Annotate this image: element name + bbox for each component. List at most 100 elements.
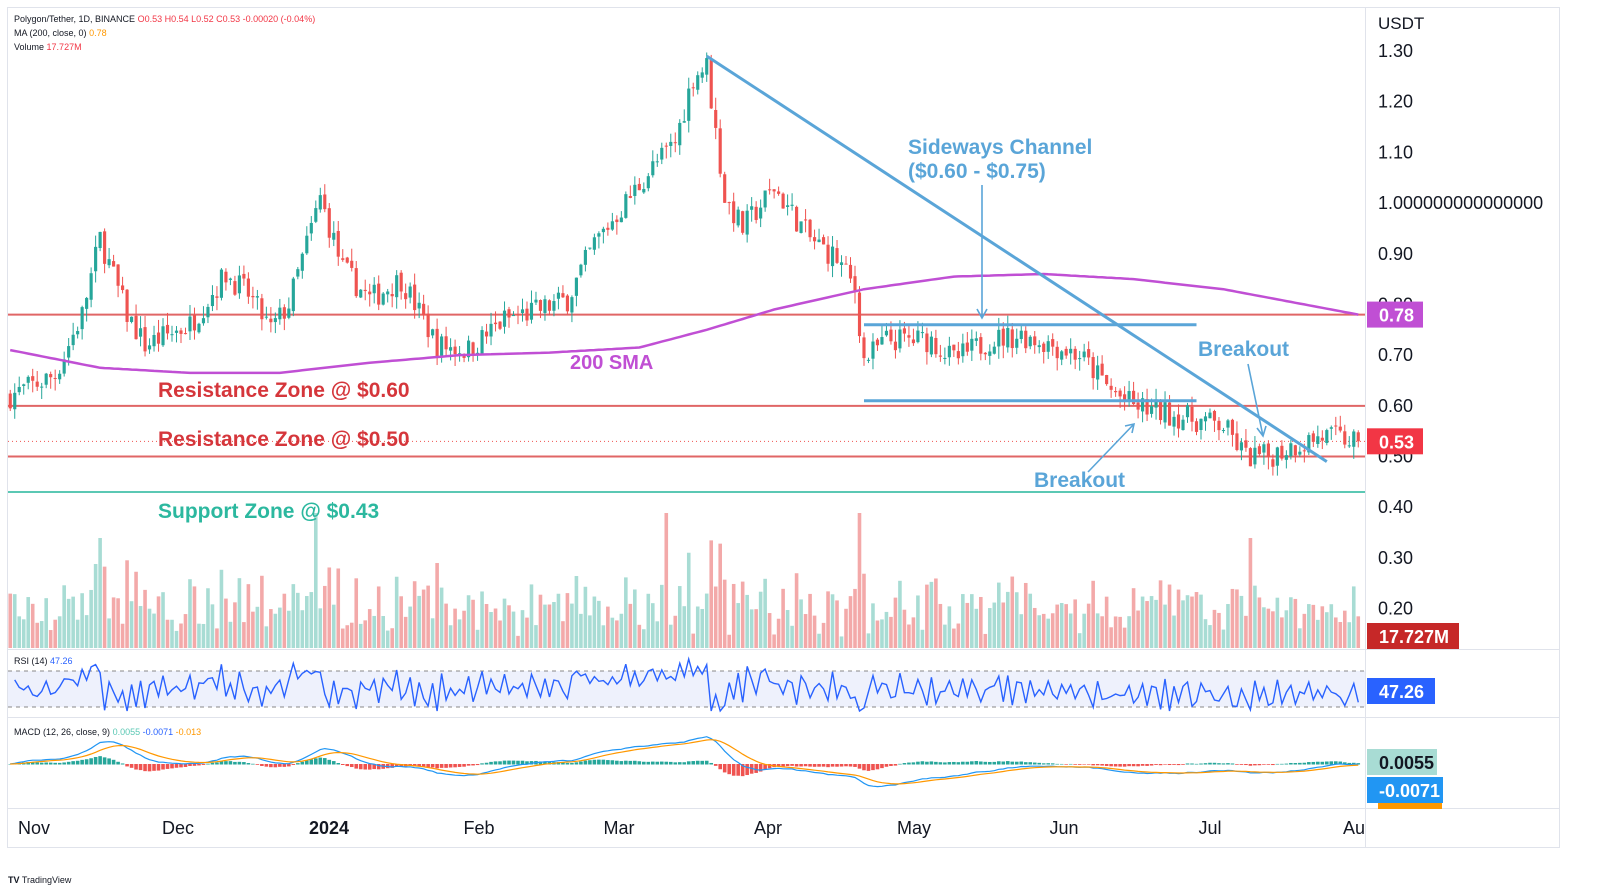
candle-body bbox=[1320, 437, 1324, 441]
candle-body bbox=[251, 295, 255, 298]
y-tick-label: 1.000000000000000 bbox=[1378, 193, 1543, 213]
candle-body bbox=[579, 264, 583, 276]
volume-bar bbox=[956, 623, 961, 648]
candle-body bbox=[395, 275, 399, 298]
candle-body bbox=[1199, 418, 1203, 431]
candle-body bbox=[601, 228, 605, 233]
volume-bar bbox=[237, 578, 242, 648]
macd-hist-bar bbox=[1325, 761, 1329, 765]
candle-body bbox=[1275, 447, 1279, 466]
candle-body bbox=[723, 174, 727, 203]
macd-hist-bar bbox=[462, 764, 466, 767]
macd-hist-bar bbox=[1037, 762, 1042, 765]
x-tick-label: May bbox=[897, 818, 931, 838]
macd-hist-bar bbox=[758, 764, 763, 772]
candle-body bbox=[763, 190, 767, 208]
candle-body bbox=[830, 246, 835, 267]
volume-bar bbox=[1325, 612, 1329, 648]
volume-bar bbox=[1005, 591, 1010, 648]
macd-hist-bar bbox=[296, 763, 300, 765]
macd-hist-bar bbox=[138, 764, 143, 771]
candle-body bbox=[610, 221, 614, 230]
volume-bar bbox=[394, 576, 399, 648]
volume-bar bbox=[1113, 616, 1118, 648]
y-tick-label: 0.40 bbox=[1378, 497, 1413, 517]
candle-body bbox=[431, 329, 435, 336]
volume-bar bbox=[848, 596, 853, 648]
macd-hist-bar bbox=[89, 758, 93, 765]
signal-line bbox=[10, 739, 1359, 785]
ma200-line bbox=[9, 272, 1359, 375]
macd-hist-bar bbox=[71, 761, 75, 765]
candle-body bbox=[1136, 402, 1140, 410]
candle-body bbox=[255, 296, 259, 298]
volume-bar bbox=[570, 603, 574, 648]
candle-body bbox=[543, 299, 547, 313]
candle-body bbox=[35, 381, 39, 387]
macd-hist-bar bbox=[1311, 761, 1316, 765]
volume-badge: 17.727M bbox=[1379, 627, 1449, 647]
volume-bar bbox=[161, 592, 165, 648]
candle-body bbox=[741, 211, 745, 233]
macd-hist-bar bbox=[305, 760, 309, 765]
volume-bar bbox=[1041, 613, 1046, 648]
macd-hist-bar bbox=[920, 761, 925, 765]
macd-hist-bar bbox=[1342, 762, 1347, 765]
candle-body bbox=[835, 248, 839, 263]
volume-bar bbox=[534, 625, 538, 648]
candle-body bbox=[1163, 402, 1167, 423]
volume-bar bbox=[417, 595, 421, 648]
candle-body bbox=[417, 302, 421, 309]
volume-bar bbox=[480, 591, 484, 648]
brand-label: TradingView bbox=[21, 875, 72, 885]
macd-hist-bar bbox=[475, 764, 480, 766]
macd-hist-bar bbox=[1289, 762, 1293, 765]
candle-body bbox=[413, 284, 417, 311]
macd-hist-bar bbox=[525, 761, 529, 765]
macd-hist-bar bbox=[615, 760, 619, 765]
macd-hist-bar bbox=[1136, 764, 1140, 767]
candle-body bbox=[943, 357, 947, 360]
volume-bar bbox=[556, 593, 561, 648]
candle-body bbox=[1158, 400, 1163, 421]
macd-hist-bar bbox=[848, 764, 853, 767]
volume-bar bbox=[1127, 616, 1131, 648]
macd-hist-bar bbox=[740, 764, 745, 777]
candle-body bbox=[848, 264, 853, 279]
volume-bar bbox=[1095, 613, 1100, 648]
macd-hist-bar bbox=[134, 764, 138, 770]
volume-bar bbox=[1298, 628, 1302, 648]
macd-hist-bar bbox=[1041, 763, 1046, 765]
candle-body bbox=[714, 109, 718, 128]
macd-hist-bar bbox=[875, 764, 880, 770]
candle-body bbox=[1185, 405, 1190, 418]
x-tick-label: Apr bbox=[754, 818, 782, 838]
signal-badge-strip bbox=[1378, 803, 1442, 809]
macd-value-macd: -0.0071 bbox=[142, 727, 174, 737]
volume-bar bbox=[489, 612, 493, 648]
macd-hist-bar bbox=[197, 764, 201, 766]
volume-bar bbox=[1019, 614, 1024, 648]
macd-hist-bar bbox=[511, 760, 516, 765]
volume-bar bbox=[44, 598, 48, 648]
candle-body bbox=[161, 326, 165, 346]
volume-bar bbox=[731, 583, 736, 648]
macd-hist-bar bbox=[952, 761, 956, 765]
x-tick-label: Jul bbox=[1198, 818, 1221, 838]
macd-hist-bar bbox=[754, 764, 758, 773]
macd-hist-bar bbox=[1086, 764, 1091, 765]
candle-body bbox=[1087, 349, 1091, 358]
candle-body bbox=[44, 373, 48, 385]
macd-hist-bar bbox=[794, 764, 799, 767]
volume-bar bbox=[745, 594, 749, 648]
macd-hist-bar bbox=[345, 764, 350, 767]
macd-hist-bar bbox=[1338, 761, 1343, 765]
candle-body bbox=[1073, 348, 1077, 360]
volume-bar bbox=[197, 623, 201, 648]
macd-hist-bar bbox=[1118, 764, 1122, 767]
volume-bar bbox=[62, 585, 66, 648]
macd-hist-bar bbox=[826, 764, 830, 768]
macd-hist-bar bbox=[219, 761, 224, 765]
candle-body bbox=[318, 195, 322, 210]
